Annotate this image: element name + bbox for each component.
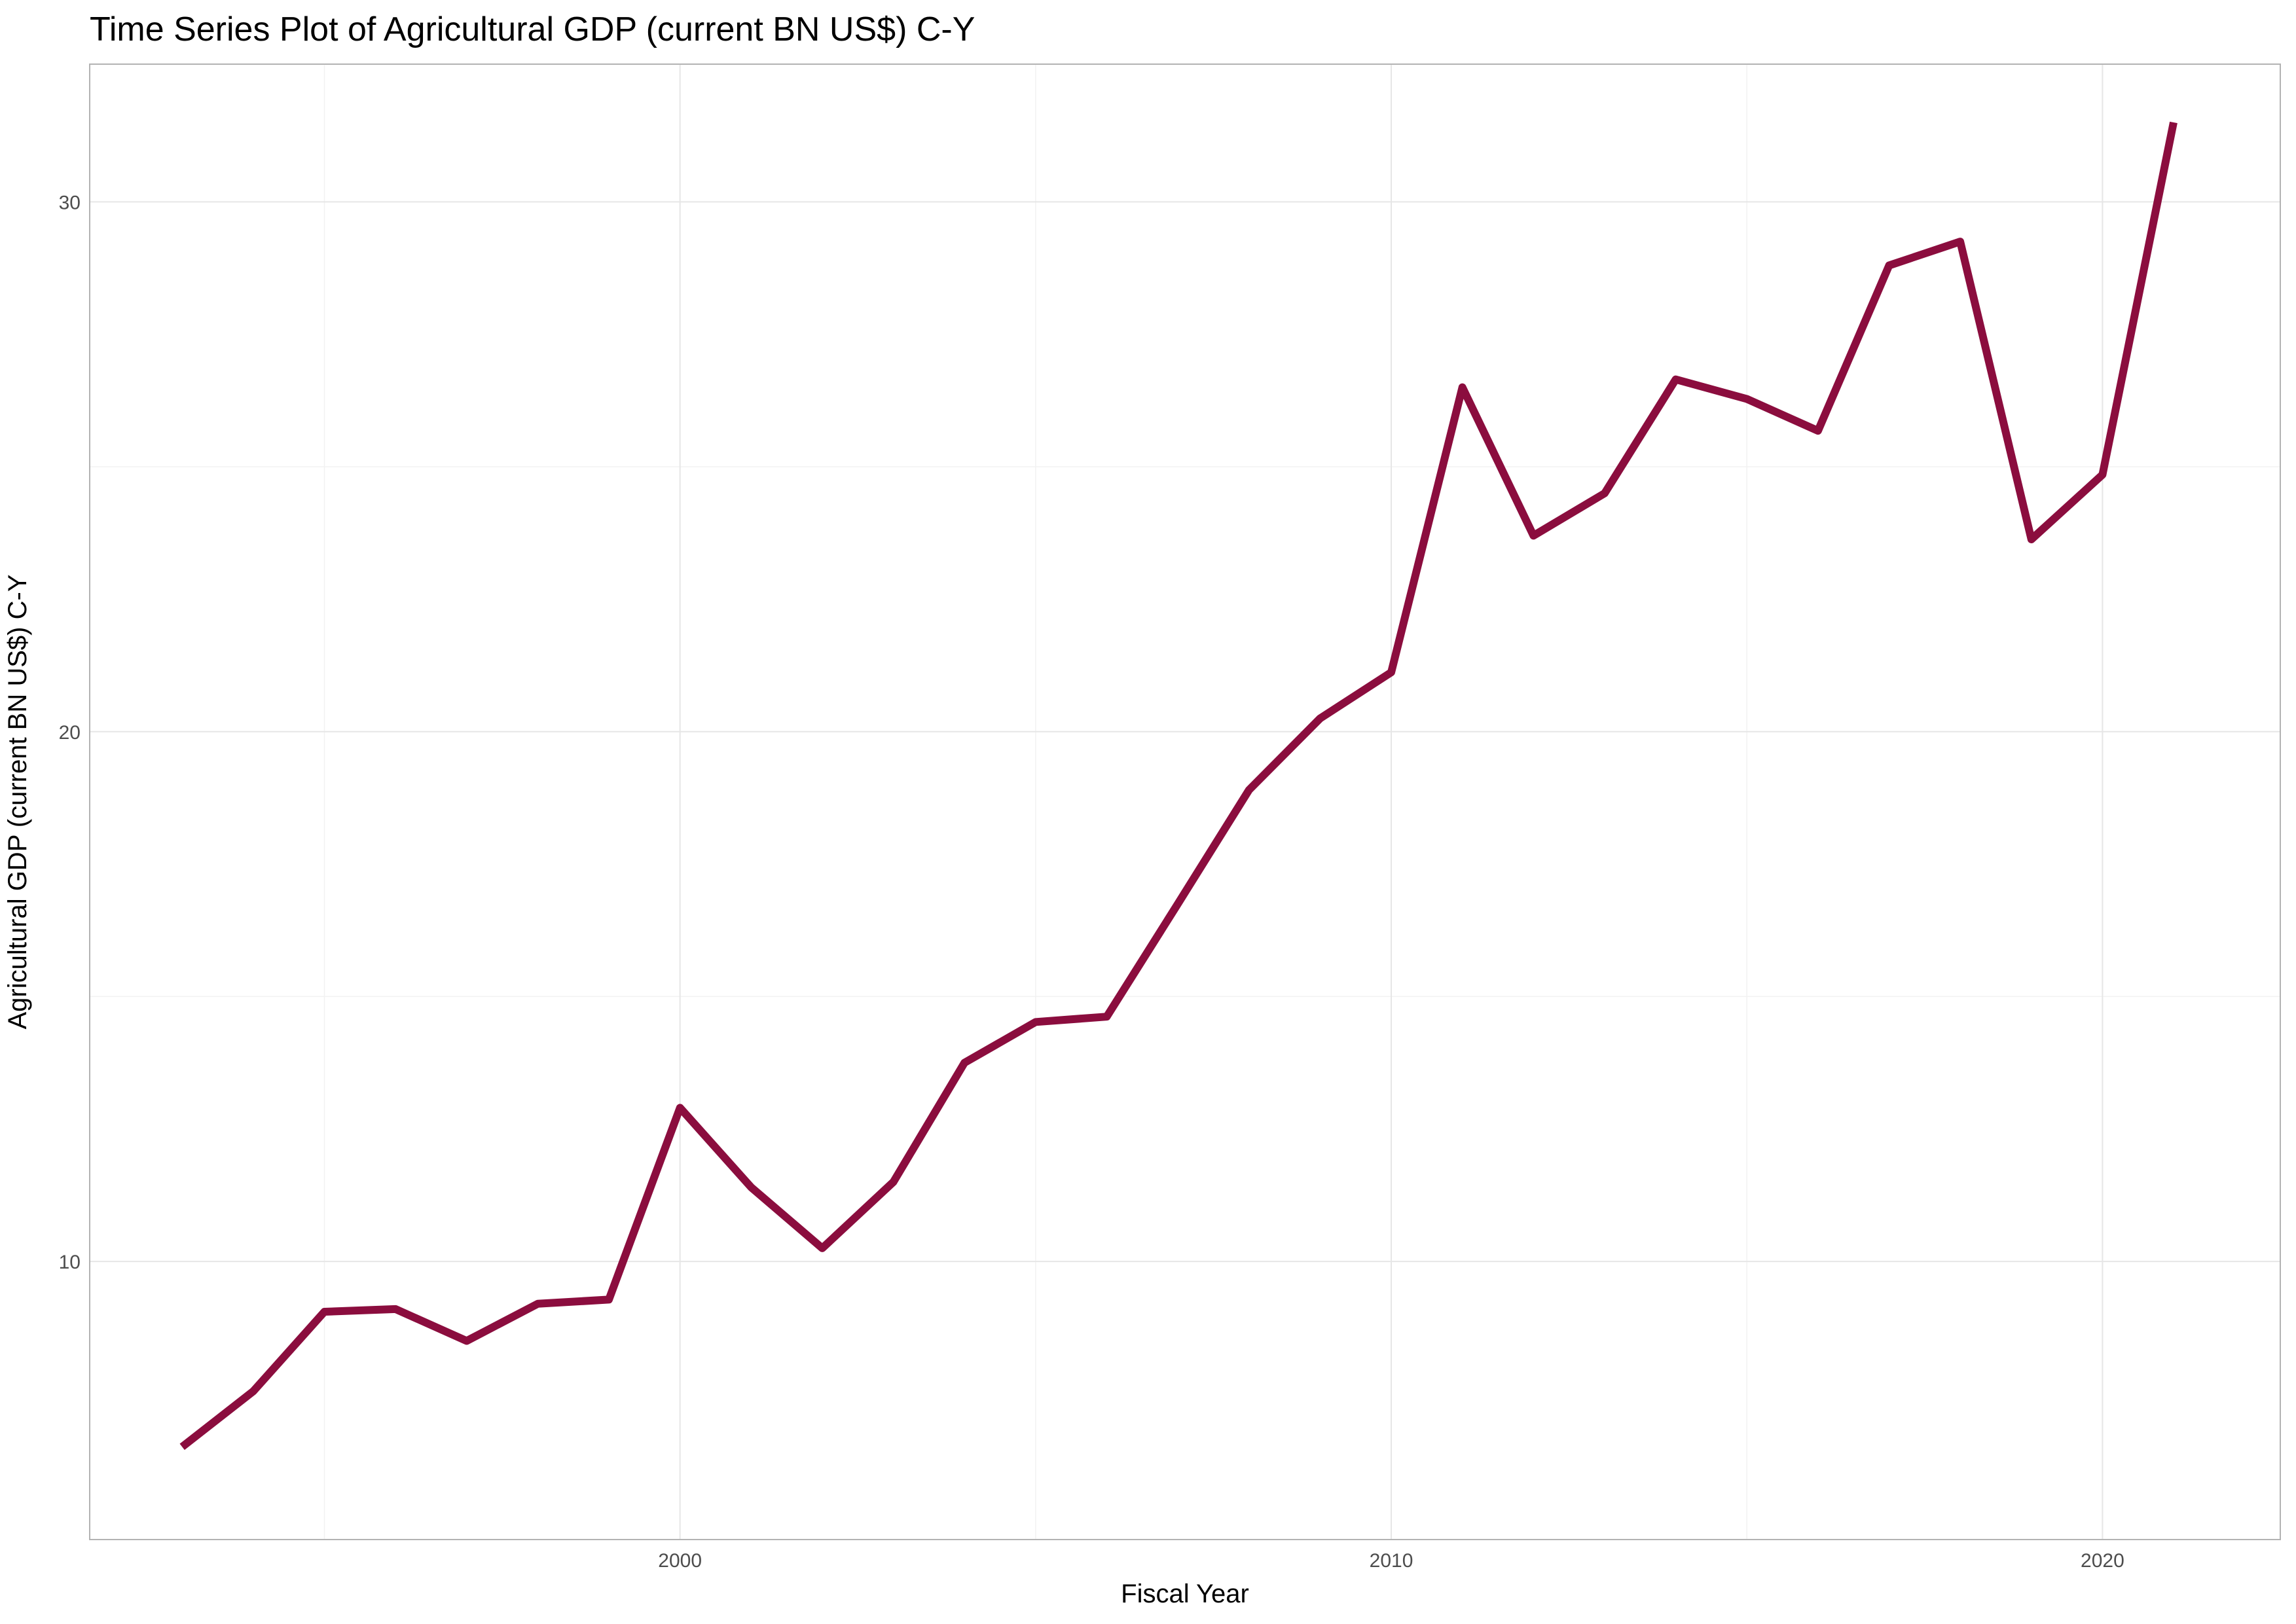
y-tick-label: 20 <box>59 722 81 744</box>
y-tick-label: 30 <box>59 192 81 213</box>
x-tick-label: 2000 <box>658 1550 702 1572</box>
y-axis-ticks: 10 20 30 <box>59 192 81 1273</box>
minor-gridlines <box>90 64 2280 1540</box>
chart-title: Time Series Plot of Agricultural GDP (cu… <box>90 10 975 48</box>
x-axis-ticks: 2000 2010 2020 <box>658 1550 2124 1572</box>
major-gridlines <box>90 64 2280 1540</box>
plot-panel <box>89 63 2281 1540</box>
x-tick-label: 2010 <box>1370 1550 1413 1572</box>
y-axis-title: Agricultural GDP (current BN US$) C-Y <box>3 575 32 1030</box>
series-line <box>179 121 2178 1451</box>
series-layer <box>179 121 2178 1451</box>
y-tick-label: 10 <box>59 1252 81 1273</box>
x-tick-label: 2020 <box>2081 1550 2124 1572</box>
x-axis-title: Fiscal Year <box>1121 1579 1249 1608</box>
